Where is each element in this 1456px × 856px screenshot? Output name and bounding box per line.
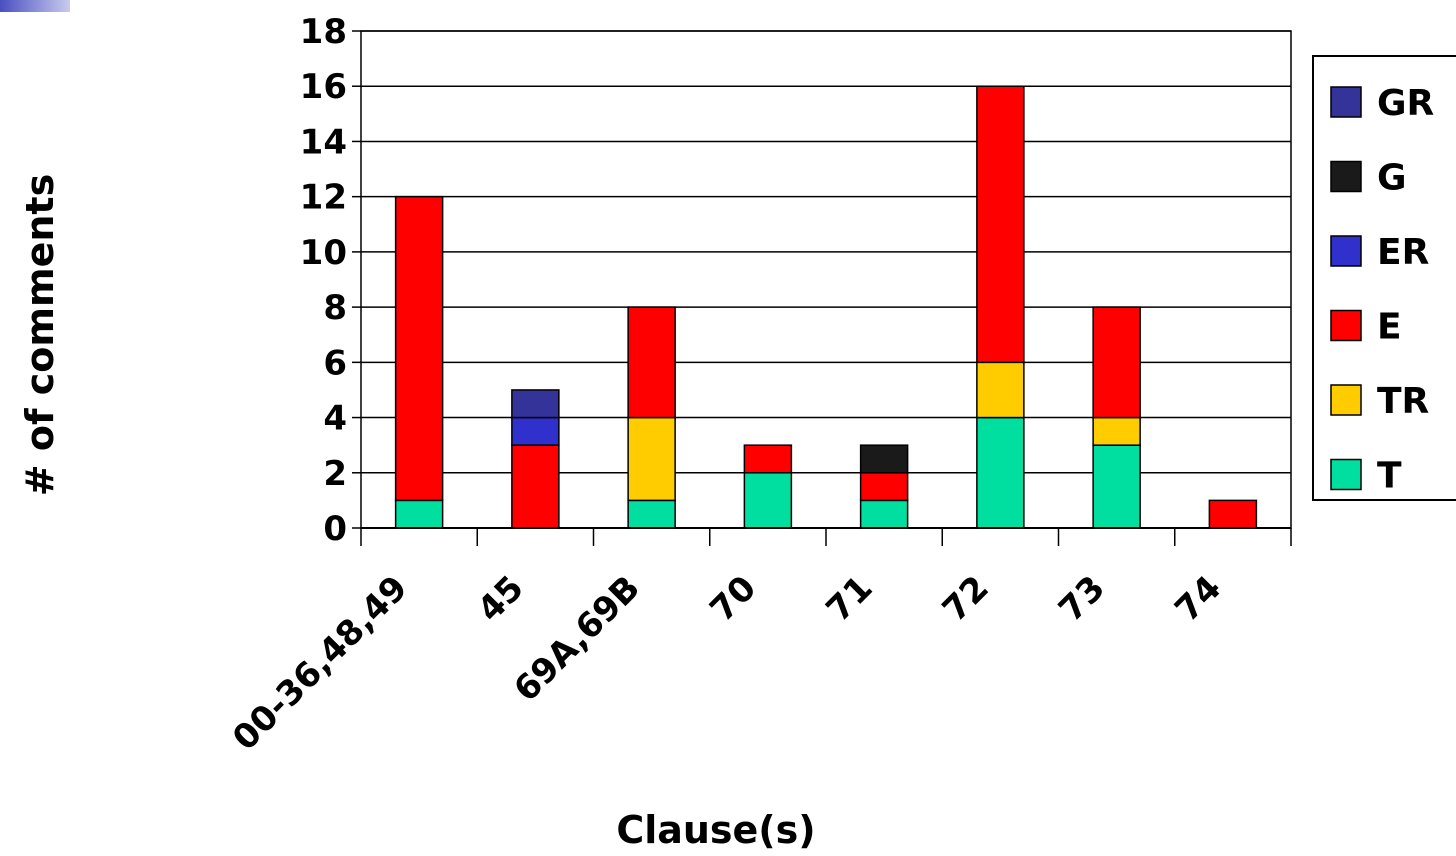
- bar-segment-gr: [511, 389, 560, 419]
- legend-swatch-e: [1330, 309, 1362, 342]
- x-tick-label: 71: [819, 568, 881, 630]
- y-tick-label: 10: [300, 233, 347, 273]
- bar-segment-er: [511, 416, 560, 446]
- bar-segment-t: [859, 499, 909, 529]
- bar-segment-e: [1208, 499, 1258, 529]
- x-tick-label: 73: [1051, 568, 1113, 630]
- y-tick-label: 6: [323, 343, 347, 383]
- bar-segment-e: [976, 85, 1025, 364]
- bar-segment-e: [394, 195, 444, 502]
- y-tick-label: 4: [323, 399, 347, 439]
- x-axis-title: Clause(s): [616, 808, 815, 852]
- legend-swatch-er: [1330, 235, 1362, 267]
- bar-segment-tr: [1092, 416, 1141, 446]
- bar-segment-t: [627, 499, 676, 529]
- bar-segment-g: [859, 444, 909, 474]
- plot-area: [360, 30, 1292, 529]
- bar-segment-tr: [627, 416, 676, 502]
- legend-label-er: ER: [1377, 232, 1429, 273]
- bar-segment-e: [743, 444, 793, 474]
- bar-segment-e: [859, 472, 909, 502]
- y-tick-label: 2: [323, 454, 347, 494]
- y-tick-label: 0: [323, 509, 347, 549]
- bar-segment-e: [511, 444, 560, 529]
- bar-segment-tr: [976, 361, 1025, 419]
- legend-swatch-t: [1330, 458, 1362, 491]
- x-tick-label: 00-36,48,49: [225, 568, 415, 758]
- y-tick-label: 18: [300, 12, 347, 52]
- bars: [394, 85, 1258, 529]
- y-tick-label: 12: [300, 178, 347, 218]
- legend: GR G ER E TR T: [1312, 55, 1456, 501]
- y-tick-label: 14: [300, 122, 347, 162]
- x-tick-label: 72: [935, 568, 997, 630]
- legend-box: [1312, 55, 1456, 501]
- x-tick-label: 70: [702, 568, 764, 630]
- axes: [360, 527, 1292, 546]
- legend-swatch-g: [1330, 160, 1362, 193]
- legend-label-tr: TR: [1377, 381, 1429, 422]
- bar-segment-e: [1092, 306, 1141, 419]
- legend-label-t: T: [1377, 456, 1402, 497]
- legend-swatch-gr: [1330, 86, 1362, 118]
- legend-label-g: G: [1377, 158, 1407, 199]
- x-tick-label: 69A,69B: [506, 568, 648, 710]
- gridlines: [352, 30, 1292, 529]
- legend-swatch-tr: [1330, 384, 1362, 416]
- y-axis-title: # of comments: [18, 174, 62, 496]
- bar-segment-t: [976, 416, 1025, 529]
- legend-label-e: E: [1377, 307, 1402, 348]
- legend-label-gr: GR: [1377, 83, 1434, 124]
- x-tick-label: 74: [1167, 568, 1229, 630]
- slide-corner-accent: [0, 0, 70, 12]
- bar-segment-t: [1092, 444, 1141, 529]
- bar-segment-t: [743, 472, 793, 529]
- bar-segment-t: [394, 499, 444, 529]
- y-tick-labels: 0 2 4 6 8 10 12 14 16 18: [300, 12, 347, 549]
- bar-segment-e: [627, 306, 676, 419]
- y-tick-label: 16: [300, 67, 347, 107]
- y-tick-label: 8: [323, 288, 347, 328]
- x-tick-label: 45: [470, 568, 532, 630]
